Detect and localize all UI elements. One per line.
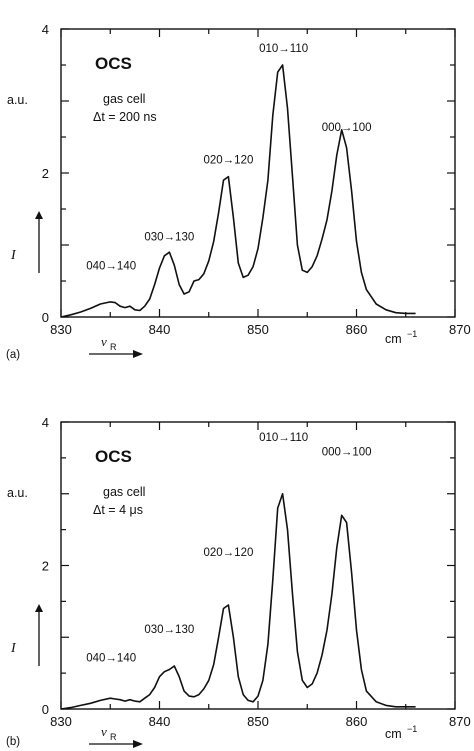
x-unit-exponent: −1 xyxy=(407,724,417,734)
condition-label: gas cell xyxy=(103,485,145,499)
condition-label: Δt = 4 μs xyxy=(93,503,143,517)
x-tick-label: 850 xyxy=(247,322,269,337)
panel-label: (b) xyxy=(6,736,20,748)
y-tick-label: 4 xyxy=(42,22,49,37)
spectrum-line xyxy=(60,64,416,318)
x-axis-label: ν xyxy=(101,334,107,349)
x-axis-label-subscript: R xyxy=(110,342,117,352)
chart-panel-a: 0 2 4 830 840 850 860 870 040→140 030→130 020→120 0… xyxy=(6,22,471,361)
y-tick-label: 4 xyxy=(42,415,49,430)
y-tick-label: 0 xyxy=(42,310,49,325)
y-tick-label: 2 xyxy=(42,559,49,574)
x-axis-arrowhead xyxy=(133,740,143,748)
x-tick-label: 870 xyxy=(449,714,471,729)
y-unit-label: a.u. xyxy=(7,93,28,107)
x-unit-exponent: −1 xyxy=(407,329,417,339)
y-tick-label: 2 xyxy=(42,166,49,181)
panel-label: (a) xyxy=(6,349,20,361)
y-unit-label: a.u. xyxy=(7,486,28,500)
x-unit-label: cm xyxy=(385,727,402,741)
molecule-label: OCS xyxy=(95,447,132,466)
peak-label: 020→120 xyxy=(204,547,254,559)
chart-panel-b: 0 2 4 830 840 850 860 870 040→140 030→130 020→120 0… xyxy=(6,415,471,748)
peak-label: 040→140 xyxy=(86,260,136,272)
peak-label: 000→100 xyxy=(322,122,372,134)
x-tick-label: 840 xyxy=(149,714,171,729)
y-axis-arrowhead xyxy=(35,211,43,219)
x-tick-label: 870 xyxy=(449,322,471,337)
peak-label: 030→130 xyxy=(144,624,194,636)
condition-label: gas cell xyxy=(103,92,145,106)
x-tick-label: 840 xyxy=(149,322,171,337)
x-unit-label: cm xyxy=(385,332,402,346)
molecule-label: OCS xyxy=(95,54,132,73)
spectrum-line xyxy=(60,493,416,710)
peak-label: 000→100 xyxy=(322,446,372,458)
peak-label: 010→110 xyxy=(259,43,308,55)
x-tick-label: 830 xyxy=(50,322,72,337)
y-axis-label: I xyxy=(10,248,17,263)
x-tick-label: 860 xyxy=(346,714,368,729)
x-tick-label: 860 xyxy=(346,322,368,337)
x-axis-label: ν xyxy=(101,724,107,739)
x-axis-label-subscript: R xyxy=(110,732,117,742)
x-tick-label: 830 xyxy=(50,714,72,729)
condition-label: Δt = 200 ns xyxy=(93,110,157,124)
peak-label: 020→120 xyxy=(204,154,254,166)
y-axis-arrowhead xyxy=(35,604,43,612)
peak-label: 040→140 xyxy=(86,653,136,665)
peak-label: 010→110 xyxy=(259,432,308,444)
y-axis-label: I xyxy=(10,641,17,656)
x-tick-label: 850 xyxy=(247,714,269,729)
y-tick-label: 0 xyxy=(42,702,49,717)
x-axis-arrowhead xyxy=(133,350,143,358)
peak-label: 030→130 xyxy=(144,232,194,244)
